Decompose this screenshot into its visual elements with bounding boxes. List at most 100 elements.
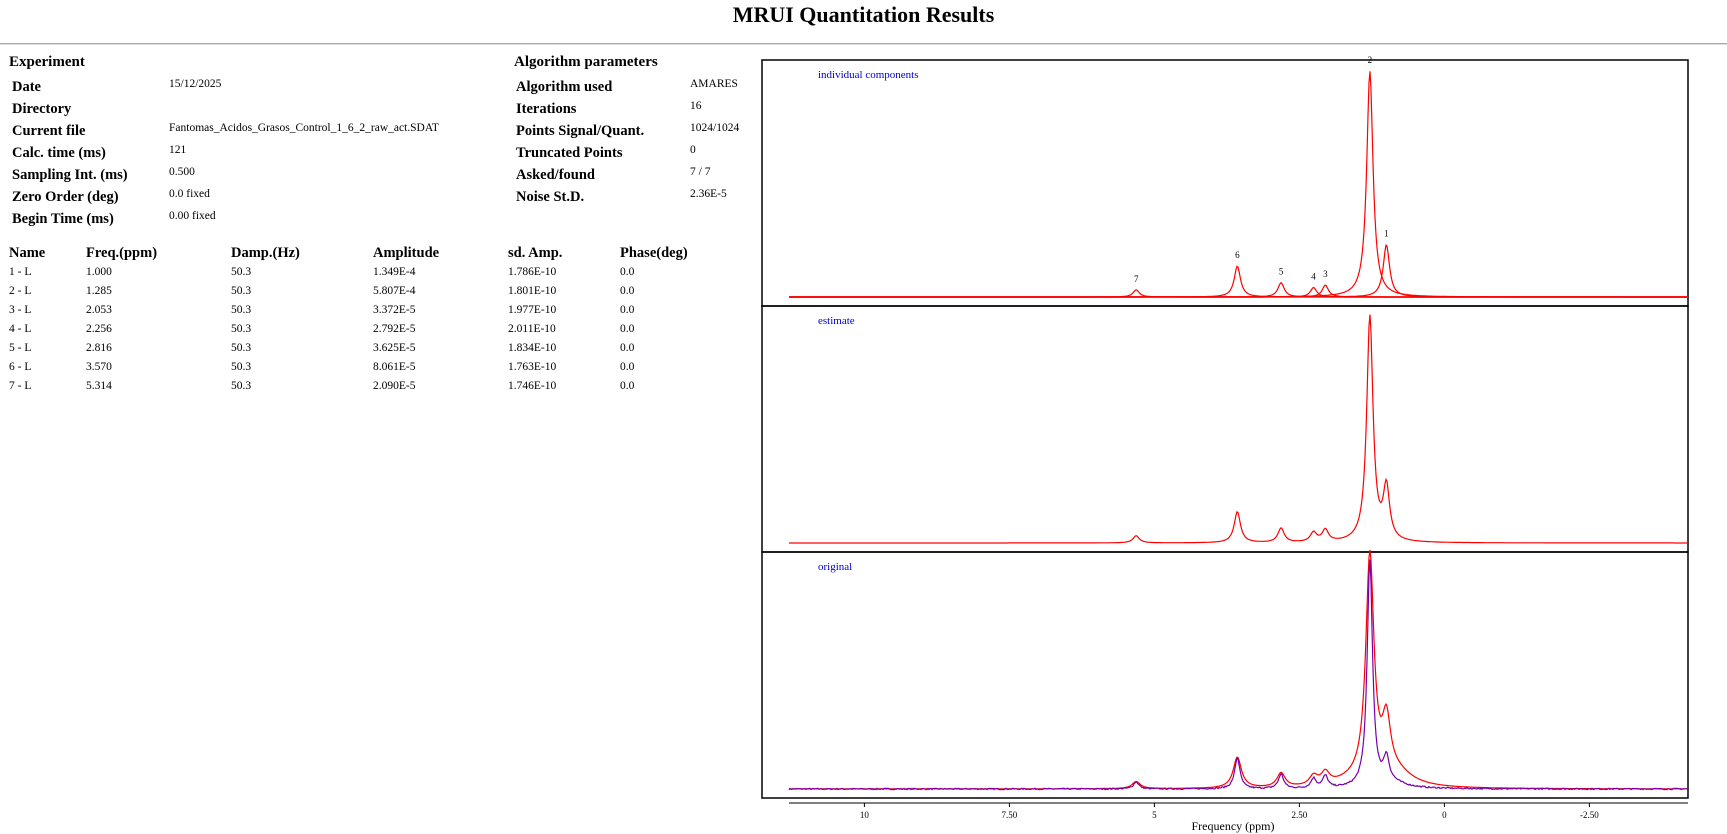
table-header: sd. Amp. (508, 245, 563, 261)
peak-label: 3 (1323, 269, 1328, 279)
table-cell: 3.570 (86, 361, 112, 373)
table-cell: 1.763E-10 (508, 361, 557, 373)
algorithm-label: Algorithm used (516, 79, 613, 95)
table-cell: 5.314 (86, 380, 112, 392)
peak-label: 2 (1368, 55, 1373, 65)
table-cell: 50.3 (231, 285, 252, 297)
table-cell: 5.807E-4 (373, 285, 416, 297)
table-cell: 1.746E-10 (508, 380, 557, 392)
peak-label: 4 (1311, 271, 1316, 281)
panel-frame (761, 305, 1689, 553)
experiment-label: Begin Time (ms) (12, 211, 114, 227)
peak-label: 5 (1279, 267, 1284, 277)
chart-panel: individual components 1 2 34 5 6 7 (761, 55, 1689, 307)
table-cell: 2.256 (86, 323, 112, 335)
table-cell: 3 - L (9, 304, 32, 316)
peak-label: 1 (1384, 229, 1389, 239)
x-tick-label: 2.50 (1292, 810, 1308, 820)
table-cell: 2.090E-5 (373, 380, 416, 392)
algorithm-label: Points Signal/Quant. (516, 123, 645, 139)
table-cell: 1.285 (86, 285, 112, 297)
table-header: Phase(deg) (620, 245, 688, 261)
table-cell: 50.3 (231, 342, 252, 354)
panel-label: estimate (818, 315, 855, 327)
algorithm-value: 7 / 7 (690, 166, 711, 178)
table-cell: 1.786E-10 (508, 266, 557, 278)
x-tick-label: 7.50 (1002, 810, 1018, 820)
table-cell: 0.0 (620, 361, 635, 373)
table-cell: 50.3 (231, 323, 252, 335)
table-cell: 1.834E-10 (508, 342, 557, 354)
experiment-heading: Experiment (9, 54, 85, 70)
algorithm-label: Asked/found (516, 167, 595, 183)
table-cell: 6 - L (9, 361, 32, 373)
component-line (789, 281, 1688, 298)
table-cell: 2.816 (86, 342, 112, 354)
table-cell: 1.000 (86, 266, 112, 278)
panel-frame (761, 59, 1689, 307)
algorithm-value: 16 (690, 100, 702, 112)
algorithm-value: 1024/1024 (690, 122, 740, 134)
chart-panel: original (761, 549, 1689, 799)
table-cell: 0.0 (620, 304, 635, 316)
table-cell: 0.0 (620, 342, 635, 354)
component-line (789, 284, 1688, 298)
estimate-line (789, 314, 1688, 544)
table-cell: 2.792E-5 (373, 323, 416, 335)
x-tick-label: -2.50 (1580, 810, 1599, 820)
x-tick-label: 0 (1442, 810, 1447, 820)
estimate-line (789, 549, 1688, 790)
table-header: Amplitude (373, 245, 440, 261)
title-divider (0, 43, 1727, 44)
panel-label: original (818, 561, 852, 573)
component-line (789, 265, 1688, 298)
experiment-value: 0.0 fixed (169, 188, 210, 200)
table-cell: 8.061E-5 (373, 361, 416, 373)
table-cell: 50.3 (231, 380, 252, 392)
experiment-label: Directory (12, 101, 72, 117)
table-header: Damp.(Hz) (231, 245, 300, 261)
experiment-value: 15/12/2025 (169, 78, 222, 90)
component-line (789, 71, 1688, 298)
chart-panel: estimate (761, 305, 1689, 553)
component-line (789, 289, 1688, 298)
table-cell: 0.0 (620, 266, 635, 278)
x-axis-label: Frequency (ppm) (1192, 819, 1275, 833)
table-cell: 2 - L (9, 285, 32, 297)
table-cell: 50.3 (231, 361, 252, 373)
original-line (788, 559, 1689, 791)
peak-label: 6 (1235, 250, 1240, 260)
table-cell: 0.0 (620, 285, 635, 297)
peak-label: 7 (1134, 274, 1139, 284)
table-cell: 1.977E-10 (508, 304, 557, 316)
table-cell: 0.0 (620, 323, 635, 335)
experiment-value: 121 (169, 144, 187, 156)
experiment-label: Sampling Int. (ms) (12, 167, 128, 183)
algorithm-value: AMARES (690, 78, 738, 90)
table-cell: 1.349E-4 (373, 266, 416, 278)
component-line (789, 286, 1688, 298)
table-header: Freq.(ppm) (86, 245, 158, 261)
table-cell: 3.372E-5 (373, 304, 416, 316)
x-tick-label: 10 (860, 810, 870, 820)
algorithm-heading: Algorithm parameters (514, 54, 658, 70)
table-cell: 3.625E-5 (373, 342, 416, 354)
algorithm-label: Iterations (516, 101, 577, 117)
algorithm-value: 2.36E-5 (690, 188, 727, 200)
table-cell: 5 - L (9, 342, 32, 354)
table-cell: 1.801E-10 (508, 285, 557, 297)
table-cell: 2.053 (86, 304, 112, 316)
table-cell: 4 - L (9, 323, 32, 335)
table-cell: 7 - L (9, 380, 32, 392)
experiment-value: Fantomas_Acidos_Grasos_Control_1_6_2_raw… (169, 122, 439, 134)
experiment-label: Current file (12, 123, 86, 139)
experiment-label: Calc. time (ms) (12, 145, 106, 161)
algorithm-label: Noise St.D. (516, 189, 585, 205)
experiment-label: Zero Order (deg) (12, 189, 119, 205)
table-cell: 50.3 (231, 304, 252, 316)
experiment-label: Date (12, 79, 41, 95)
table-cell: 50.3 (231, 266, 252, 278)
algorithm-value: 0 (690, 144, 696, 156)
table-cell: 1 - L (9, 266, 32, 278)
table-cell: 0.0 (620, 380, 635, 392)
